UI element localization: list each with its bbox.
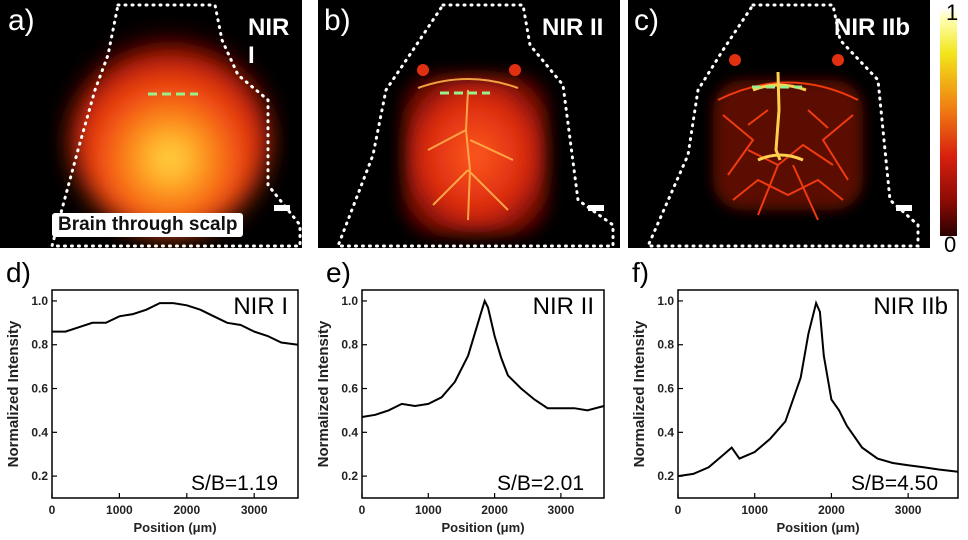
panel-label: f) bbox=[632, 257, 649, 288]
x-tick-label: 1000 bbox=[106, 503, 133, 517]
x-axis-label: Position (μm) bbox=[776, 520, 859, 535]
y-tick-label: 1.0 bbox=[657, 294, 674, 308]
y-tick-label: 0.2 bbox=[31, 469, 48, 483]
x-tick-label: 2000 bbox=[481, 503, 508, 517]
x-tick-label: 1000 bbox=[741, 503, 768, 517]
scale-bar bbox=[274, 205, 290, 211]
x-axis-label: Position (μm) bbox=[133, 520, 216, 535]
chart-title: NIR I bbox=[233, 293, 288, 320]
colorbar-min-label: 0 bbox=[944, 232, 957, 257]
x-axis-label: Position (μm) bbox=[441, 520, 524, 535]
plot-frame bbox=[677, 289, 959, 499]
sb-ratio-annotation: S/B=2.01 bbox=[497, 472, 584, 495]
panel-title-nir-i: NIR I bbox=[248, 14, 290, 69]
y-tick-label: 0.4 bbox=[341, 425, 358, 439]
chart-nir-iib: f) 0.2 0.4 0.6 0.8 1.0 0 1000 2000 3000 Position (… bbox=[631, 257, 959, 535]
plot-frame bbox=[51, 289, 299, 499]
y-tick-label: 0.2 bbox=[341, 469, 358, 483]
y-axis-label: Normalized Intensity bbox=[318, 320, 332, 467]
x-tick-label: 3000 bbox=[895, 503, 922, 517]
sb-ratio-annotation: S/B=4.50 bbox=[851, 472, 938, 495]
y-tick-label: 0.8 bbox=[31, 338, 48, 352]
panel-title-nir-ii: NIR II bbox=[542, 14, 604, 41]
intensity-profile-line bbox=[361, 298, 605, 418]
panel-label: e) bbox=[326, 257, 351, 288]
colorbar bbox=[940, 8, 957, 236]
panel-label: d) bbox=[6, 257, 31, 288]
x-tick-label: 2000 bbox=[173, 503, 200, 517]
nir-iib-image-panel: c) NIR IIb bbox=[628, 0, 930, 248]
chart-nir-ii: e) 0.2 0.4 0.6 0.8 1.0 0 1000 2000 3000 Position (… bbox=[318, 257, 605, 535]
x-tick-label: 0 bbox=[49, 503, 56, 517]
intensity-profile-line bbox=[677, 299, 959, 478]
intensity-profile-line bbox=[52, 302, 299, 346]
panel-title-nir-iib: NIR IIb bbox=[834, 14, 910, 41]
y-tick-label: 0.6 bbox=[31, 382, 48, 396]
x-tick-label: 3000 bbox=[548, 503, 575, 517]
chart-title: NIR IIb bbox=[873, 293, 948, 320]
x-tick-label: 2000 bbox=[818, 503, 845, 517]
sb-ratio-annotation: S/B=1.19 bbox=[191, 472, 278, 495]
y-tick-label: 1.0 bbox=[341, 294, 358, 308]
chart-nir-i: d) 0.2 0.4 0.6 0.8 1.0 0 1000 2000 3000 Position (… bbox=[5, 257, 299, 535]
nir-i-brain-image bbox=[50, 3, 302, 248]
nir-ii-brain-image bbox=[335, 3, 615, 248]
y-tick-label: 0.2 bbox=[657, 469, 674, 483]
y-tick-label: 0.6 bbox=[657, 382, 674, 396]
chart-title: NIR II bbox=[533, 293, 594, 320]
panel-label-b: b) bbox=[324, 4, 351, 37]
y-tick-label: 0.8 bbox=[657, 338, 674, 352]
y-axis-label: Normalized Intensity bbox=[631, 320, 648, 467]
x-tick-label: 3000 bbox=[241, 503, 268, 517]
y-tick-label: 0.4 bbox=[657, 425, 674, 439]
y-axis-label: Normalized Intensity bbox=[5, 320, 22, 467]
panel-label-c: c) bbox=[634, 4, 659, 37]
scale-bar bbox=[896, 205, 912, 211]
nir-iib-brain-image bbox=[645, 3, 920, 248]
brain-through-scalp-caption: Brain through scalp bbox=[52, 213, 244, 237]
x-tick-label: 0 bbox=[359, 503, 366, 517]
y-tick-label: 0.8 bbox=[341, 338, 358, 352]
x-tick-label: 0 bbox=[675, 503, 682, 517]
colorbar-max-label: 1 bbox=[946, 0, 959, 25]
nir-i-image-panel: a) NIR I Brain through scalp bbox=[0, 0, 302, 248]
x-tick-label: 1000 bbox=[415, 503, 442, 517]
plot-frame bbox=[361, 289, 605, 499]
y-tick-label: 0.4 bbox=[31, 425, 48, 439]
nir-ii-image-panel: b) NIR II bbox=[318, 0, 620, 248]
y-tick-label: 0.6 bbox=[341, 382, 358, 396]
scale-bar bbox=[588, 205, 604, 211]
panel-label-a: a) bbox=[8, 4, 35, 37]
y-tick-label: 1.0 bbox=[31, 294, 48, 308]
